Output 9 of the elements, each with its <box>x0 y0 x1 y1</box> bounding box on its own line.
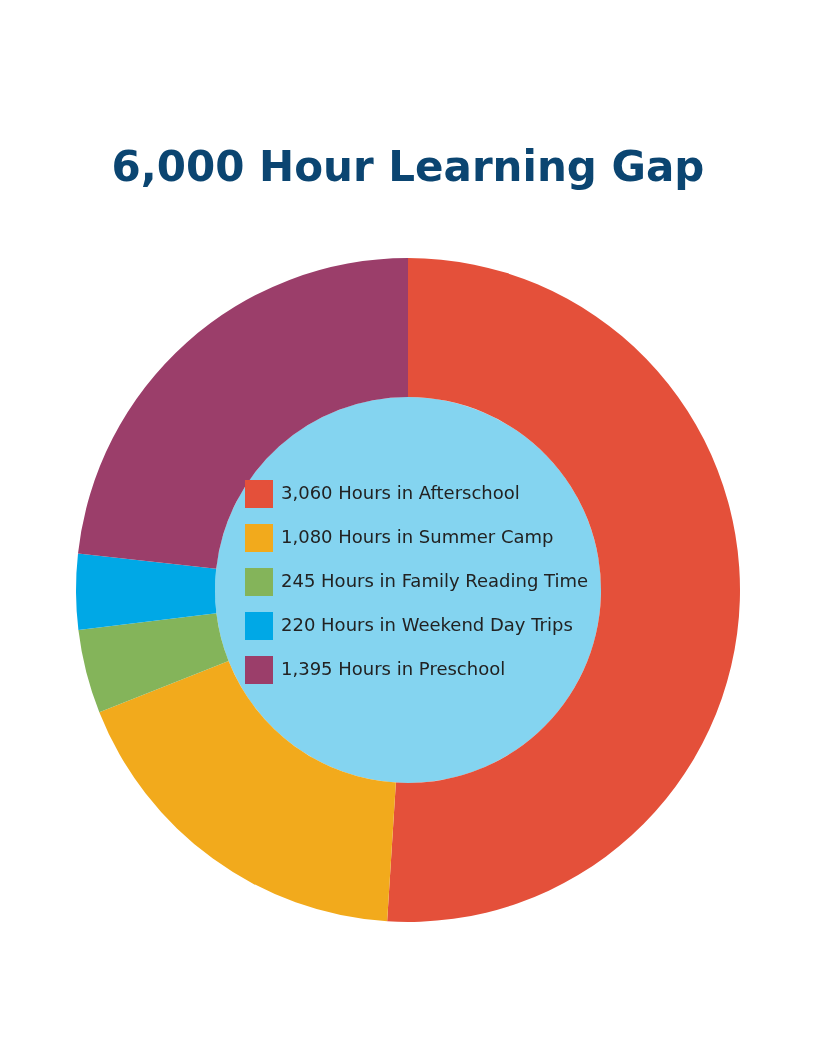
legend-label: 3,060 Hours in Afterschool <box>281 482 520 503</box>
legend-label: 1,080 Hours in Summer Camp <box>281 526 554 547</box>
legend-label: 245 Hours in Family Reading Time <box>281 570 589 591</box>
legend-label: 1,395 Hours in Preschool <box>281 658 506 679</box>
legend-label: 220 Hours in Weekend Day Trips <box>281 614 573 635</box>
chart-title: 6,000 Hour Learning Gap <box>111 142 705 191</box>
donut-slice <box>76 553 217 630</box>
donut-slice <box>99 661 396 922</box>
donut-slice <box>78 613 229 713</box>
